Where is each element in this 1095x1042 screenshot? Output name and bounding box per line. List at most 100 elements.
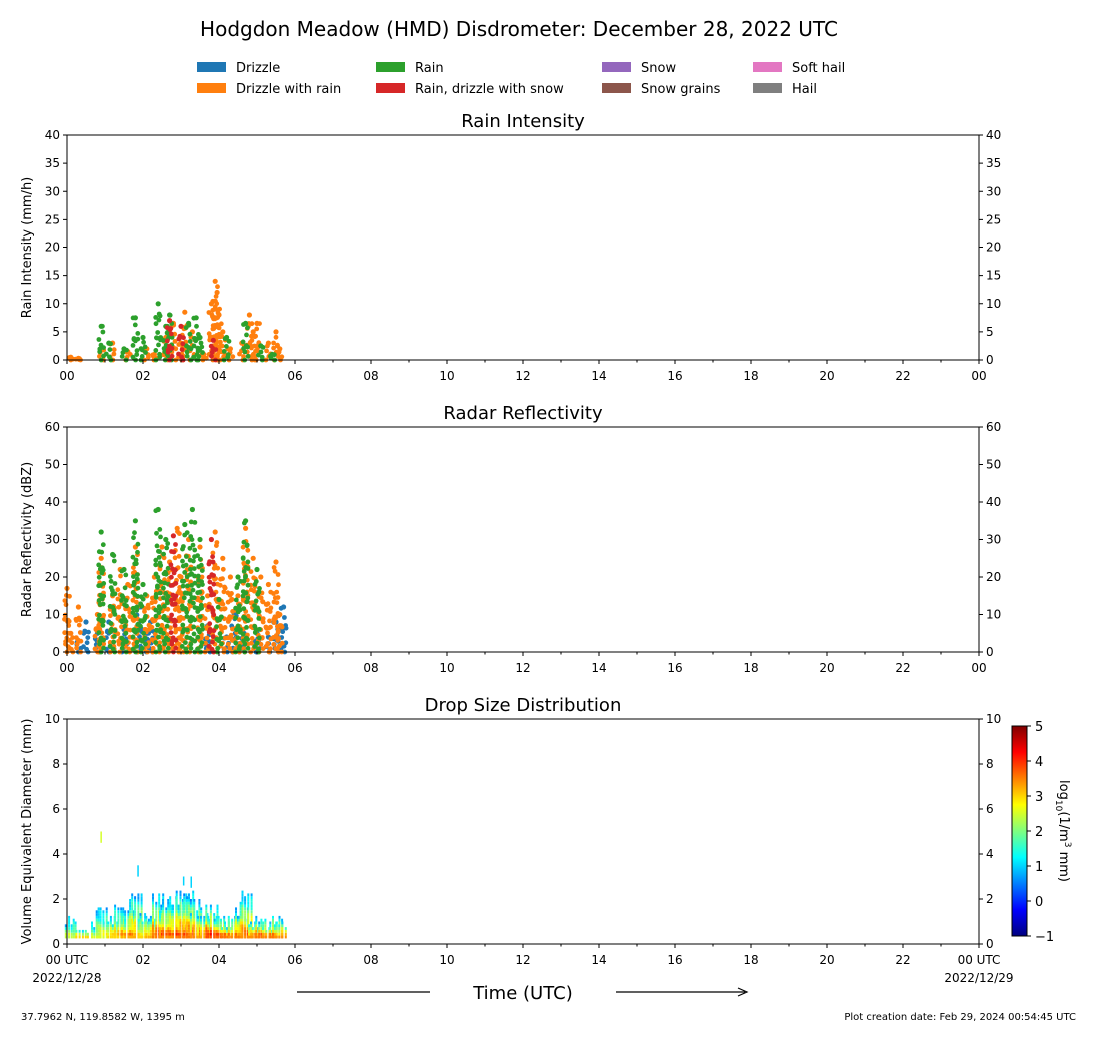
heatmap-cell [167, 929, 170, 933]
data-point [146, 605, 151, 611]
data-point [131, 618, 137, 623]
heatmap-cell [247, 913, 250, 916]
heatmap-cell [241, 932, 244, 936]
heatmap-cell [250, 918, 253, 922]
heatmap-cell [111, 935, 114, 939]
heatmap-cell [99, 910, 102, 914]
data-point [168, 562, 174, 568]
heatmap-cell [261, 932, 264, 936]
data-point [189, 506, 195, 513]
data-point [130, 610, 136, 616]
data-point [183, 343, 189, 349]
data-point [252, 644, 257, 649]
heatmap-cell [99, 913, 102, 916]
x-tick-label: 20 [819, 953, 834, 967]
data-point [101, 581, 107, 586]
data-point [235, 574, 241, 580]
heatmap-cell [198, 927, 201, 930]
heatmap-cell [221, 929, 224, 933]
heatmap-cell [207, 929, 210, 933]
heatmap-cell [281, 932, 284, 936]
heatmap-cell [170, 929, 173, 933]
heatmap-cell [188, 932, 190, 936]
heatmap-cell [95, 924, 98, 928]
heatmap-cell [172, 918, 174, 922]
heatmap-cell [215, 932, 218, 936]
data-point [244, 599, 250, 604]
heatmap-cell [145, 927, 148, 930]
data-point [122, 585, 128, 591]
heatmap-cell [129, 918, 132, 922]
data-point [202, 616, 208, 621]
heatmap-cell [269, 935, 272, 939]
heatmap-cell [236, 932, 239, 936]
heatmap-cell [217, 929, 220, 933]
heatmap-cell [160, 910, 163, 914]
heatmap-cell [189, 904, 192, 908]
x-tick-label: 10 [439, 661, 454, 675]
heatmap-cell [192, 890, 195, 894]
plot-frame [66, 134, 980, 361]
heatmap-cell [224, 927, 226, 930]
heatmap-cell [149, 932, 152, 936]
heatmap-cell [70, 929, 73, 933]
heatmap-cell [127, 913, 130, 916]
heatmap-cell [114, 932, 117, 936]
heatmap-cell [258, 927, 261, 930]
heatmap-cell [208, 935, 211, 939]
heatmap-cell [182, 913, 185, 916]
data-point [245, 547, 251, 553]
heatmap-cell [281, 921, 284, 925]
heatmap-cell [170, 935, 173, 939]
heatmap-cell [147, 921, 150, 925]
heatmap-cell [117, 918, 120, 922]
heatmap-cell [124, 915, 127, 919]
data-point [107, 574, 113, 579]
heatmap-cell [152, 924, 154, 928]
heatmap-cell [117, 932, 120, 936]
heatmap-cell [147, 932, 150, 936]
heatmap-cell [193, 921, 196, 925]
data-point [163, 536, 169, 543]
heatmap-cell [244, 901, 247, 905]
heatmap-cell [272, 929, 274, 933]
heatmap-cell [241, 929, 244, 933]
heatmap-cell [198, 915, 201, 919]
data-point [188, 572, 193, 577]
data-point [217, 582, 223, 588]
heatmap-cell [132, 935, 135, 939]
heatmap-cell [68, 924, 71, 928]
heatmap-cell [116, 921, 119, 925]
heatmap-cell [186, 929, 188, 933]
heatmap-cell [183, 910, 186, 914]
heatmap-cell [198, 913, 201, 916]
data-point [130, 589, 136, 595]
heatmap-cell [183, 929, 186, 933]
heatmap-cell [209, 935, 212, 939]
data-point [164, 545, 170, 551]
data-point [111, 558, 117, 564]
heatmap-cell [109, 924, 112, 928]
data-point [275, 624, 280, 629]
heatmap-cell [281, 929, 284, 933]
x-tick-label: 16 [667, 661, 682, 675]
heatmap-cell [149, 927, 152, 930]
data-point [138, 623, 143, 629]
data-point [195, 345, 201, 351]
y-tick-label-right: 0 [986, 645, 994, 659]
heatmap-cell [182, 932, 185, 936]
heatmap-cell [169, 918, 172, 922]
data-point [254, 566, 260, 573]
heatmap-cell [255, 927, 258, 930]
heatmap-cell [134, 907, 137, 911]
data-point [135, 331, 141, 336]
heatmap-cell [205, 918, 208, 922]
heatmap-cell [226, 932, 229, 936]
heatmap-cell [213, 915, 216, 919]
heatmap-cell [182, 927, 185, 930]
heatmap-cell [247, 901, 250, 905]
data-point [180, 606, 186, 612]
heatmap-cell [97, 924, 100, 928]
heatmap-cell [264, 918, 267, 922]
